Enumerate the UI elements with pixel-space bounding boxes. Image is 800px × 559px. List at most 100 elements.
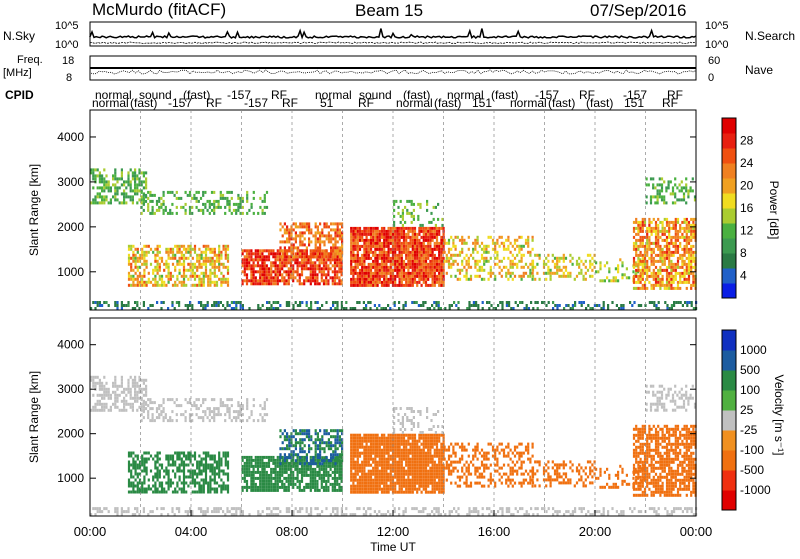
- range-gate-cell: [479, 245, 481, 248]
- range-gate-cell: [246, 407, 248, 410]
- range-gate-cell: [292, 276, 294, 279]
- range-gate-cell: [666, 281, 668, 284]
- range-gate-cell: [286, 447, 288, 450]
- range-gate-cell: [214, 467, 216, 470]
- range-gate-cell: [103, 195, 105, 198]
- range-gate-cell: [466, 254, 468, 257]
- range-gate-cell: [137, 284, 139, 287]
- range-gate-cell: [132, 174, 134, 177]
- range-gate-cell: [438, 301, 440, 304]
- range-gate-cell: [262, 419, 264, 422]
- range-gate-cell: [136, 189, 138, 192]
- range-gate-cell: [692, 257, 694, 260]
- range-gate-cell: [266, 206, 268, 209]
- range-gate-cell: [306, 228, 308, 231]
- range-gate-cell: [468, 278, 470, 281]
- range-gate-cell: [224, 413, 226, 416]
- range-gate-cell: [246, 468, 248, 471]
- range-gate-cell: [143, 197, 145, 200]
- range-gate-cell: [286, 456, 288, 459]
- range-gate-cell: [261, 459, 263, 462]
- range-gate-cell: [132, 201, 134, 204]
- range-gate-cell: [193, 194, 195, 197]
- range-gate-cell: [211, 398, 213, 401]
- range-gate-cell: [141, 491, 143, 494]
- range-gate-cell: [143, 272, 145, 275]
- range-gate-cell: [279, 255, 281, 258]
- range-gate-cell: [141, 488, 143, 491]
- range-gate-cell: [203, 482, 205, 485]
- range-gate-cell: [214, 461, 216, 464]
- range-gate-cell: [675, 227, 677, 230]
- range-gate-cell: [414, 254, 416, 257]
- range-gate-cell: [205, 473, 207, 476]
- nave-line: [90, 70, 696, 74]
- range-gate-cell: [279, 222, 281, 225]
- range-gate-cell: [262, 212, 264, 215]
- range-gate-cell: [418, 281, 420, 284]
- range-gate-cell: [214, 458, 216, 461]
- range-gate-cell: [288, 465, 290, 468]
- range-gate-cell: [257, 270, 259, 273]
- range-gate-cell: [257, 462, 259, 465]
- range-gate-cell: [637, 266, 639, 269]
- range-gate-cell: [690, 218, 692, 221]
- range-gate-cell: [635, 275, 637, 278]
- range-gate-cell: [229, 407, 231, 410]
- range-gate-cell: [429, 272, 431, 275]
- range-gate-cell: [284, 447, 286, 450]
- range-gate-cell: [114, 171, 116, 174]
- range-gate-cell: [576, 275, 578, 278]
- range-gate-cell: [317, 435, 319, 438]
- range-gate-cell: [466, 278, 468, 281]
- range-gate-cell: [404, 221, 406, 224]
- range-gate-cell: [685, 201, 687, 204]
- range-gate-cell: [532, 239, 534, 242]
- range-gate-cell: [396, 266, 398, 269]
- range-gate-cell: [183, 479, 185, 482]
- range-gate-cell: [148, 452, 150, 455]
- range-gate-cell: [209, 458, 211, 461]
- nave-tick-top: 60: [708, 55, 720, 67]
- range-gate-cell: [299, 222, 301, 225]
- range-gate-cell: [653, 269, 655, 272]
- range-gate-cell: [390, 251, 392, 254]
- range-gate-cell: [401, 263, 403, 266]
- power-colorbar-swatch: [722, 118, 736, 134]
- range-gate-cell: [396, 284, 398, 287]
- range-gate-cell: [330, 249, 332, 252]
- range-gate-cell: [379, 257, 381, 260]
- range-gate-cell: [183, 245, 185, 248]
- power-colorbar-swatch: [722, 268, 736, 284]
- range-gate-cell: [218, 263, 220, 266]
- range-gate-cell: [227, 260, 229, 263]
- range-gate-cell: [350, 266, 352, 269]
- range-gate-cell: [684, 301, 686, 304]
- range-gate-cell: [534, 266, 536, 269]
- range-gate-cell: [257, 212, 259, 215]
- range-gate-cell: [635, 281, 637, 284]
- range-gate-cell: [246, 456, 248, 459]
- range-gate-cell: [99, 201, 101, 204]
- range-gate-cell: [204, 206, 206, 209]
- range-gate-cell: [183, 275, 185, 278]
- range-gate-cell: [220, 281, 222, 284]
- range-gate-cell: [128, 278, 130, 281]
- range-gate-cell: [261, 258, 263, 261]
- range-gate-cell: [310, 304, 312, 307]
- range-gate-cell: [339, 444, 341, 447]
- range-gate-cell: [416, 245, 418, 248]
- range-gate-cell: [132, 260, 134, 263]
- range-gate-cell: [312, 270, 314, 273]
- range-gate-cell: [321, 465, 323, 468]
- range-gate-cell: [432, 281, 434, 284]
- range-gate-cell: [218, 245, 220, 248]
- range-gate-cell: [680, 301, 682, 304]
- range-gate-cell: [352, 266, 354, 269]
- range-gate-cell: [377, 227, 379, 230]
- range-gate-cell: [270, 304, 272, 307]
- range-gate-cell: [684, 269, 686, 272]
- range-gate-cell: [137, 473, 139, 476]
- range-gate-cell: [316, 474, 318, 477]
- range-gate-cell: [388, 266, 390, 269]
